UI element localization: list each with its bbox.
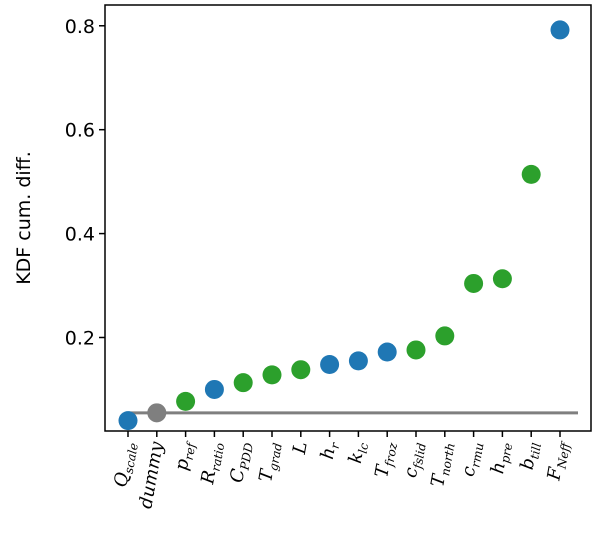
data-point: [233, 373, 253, 393]
x-tick-label: Tfroz: [371, 440, 400, 480]
data-point: [291, 360, 311, 380]
svg-text:Qscale: Qscale: [110, 440, 141, 489]
svg-text:btill: btill: [517, 440, 545, 472]
x-tick-label: FNeff: [543, 438, 573, 483]
svg-text:pref: pref: [171, 438, 199, 473]
x-tick-label-subscript: PDD: [237, 441, 256, 472]
svg-text:dummy: dummy: [135, 439, 168, 510]
x-tick-label: hr: [317, 439, 343, 461]
x-tick-label: CPDD: [226, 440, 256, 485]
x-tick-label-subscript: pre: [498, 442, 515, 465]
x-tick-label-subscript: ratio: [209, 442, 228, 473]
x-tick-label-subscript: ref: [182, 439, 199, 461]
svg-text:Tfroz: Tfroz: [371, 440, 400, 480]
x-tick-label-base: h: [317, 446, 340, 461]
x-tick-label-subscript: fslid: [410, 441, 429, 470]
x-tick-label-base: F: [543, 464, 566, 482]
data-point: [550, 20, 570, 40]
x-tick-label-subscript: grad: [266, 441, 285, 472]
x-tick-label-subscript: till: [527, 442, 544, 461]
data-point: [176, 391, 196, 411]
y-tick-label: 0.6: [65, 120, 95, 142]
x-tick-label-base: h: [487, 460, 510, 475]
data-point: [377, 342, 397, 362]
data-point: [435, 326, 455, 346]
x-tick-label-subscript: north: [438, 442, 458, 477]
x-tick-label-subscript: Neff: [554, 439, 573, 471]
svg-text:Tnorth: Tnorth: [427, 440, 458, 489]
x-tick-label: Tgrad: [255, 440, 285, 484]
x-tick-label-base: p: [171, 457, 194, 472]
svg-text:hpre: hpre: [487, 440, 515, 476]
x-tick-label: btill: [517, 440, 545, 472]
data-point: [262, 365, 282, 385]
data-point: [521, 164, 541, 184]
data-point: [464, 273, 484, 293]
x-tick-label-base: c: [400, 466, 422, 480]
x-tick-label-base: R: [197, 469, 220, 487]
svg-text:Rratio: Rratio: [197, 440, 227, 487]
x-tick-label: hpre: [487, 440, 515, 476]
y-tick-label: 0.2: [65, 327, 95, 349]
x-tick-label: klc: [345, 440, 371, 466]
data-point: [204, 379, 224, 399]
data-point: [118, 411, 138, 431]
x-tick-label-base: C: [226, 467, 249, 484]
data-point: [320, 355, 340, 375]
x-tick-label: cfslid: [400, 440, 429, 480]
x-tick-label-subscript: froz: [382, 441, 400, 468]
x-tick-label-base: b: [517, 456, 540, 471]
y-tick-label: 0.4: [65, 224, 95, 246]
x-tick-label-subscript: scale: [122, 442, 141, 475]
x-tick-label-subscript: r: [328, 441, 343, 450]
data-point: [406, 340, 426, 360]
x-tick-label-subscript: rmu: [468, 442, 486, 469]
x-tick-label-base: Q: [110, 471, 133, 489]
y-tick-label: 0.8: [65, 16, 95, 38]
svg-text:crmu: crmu: [458, 440, 487, 478]
data-point: [348, 351, 368, 371]
svg-text:hr: hr: [317, 439, 343, 461]
x-tick-label: Tnorth: [427, 440, 458, 489]
x-tick-label: Qscale: [110, 440, 141, 489]
x-tick-label-base: dummy: [135, 439, 168, 510]
data-point: [492, 269, 512, 289]
x-tick-label-base: c: [458, 465, 480, 479]
x-tick-label-base: k: [345, 451, 368, 465]
x-tick-label: crmu: [458, 440, 487, 478]
data-point: [147, 403, 167, 423]
x-tick-label: L: [289, 440, 312, 456]
svg-text:klc: klc: [345, 440, 371, 465]
plot-frame: [104, 4, 592, 432]
svg-text:L: L: [289, 440, 312, 456]
y-axis-label: KDF cum. diff.: [13, 151, 35, 285]
svg-text:CPDD: CPDD: [226, 440, 256, 485]
x-tick-label: dummy: [135, 439, 168, 510]
svg-text:cfslid: cfslid: [400, 440, 429, 480]
x-tick-label: pref: [171, 438, 199, 473]
x-tick-label-base: L: [289, 440, 312, 456]
x-tick-label: Rratio: [197, 440, 227, 487]
x-tick-label-subscript: lc: [356, 442, 372, 455]
svg-text:FNeff: FNeff: [543, 438, 573, 483]
svg-text:Tgrad: Tgrad: [255, 440, 285, 484]
